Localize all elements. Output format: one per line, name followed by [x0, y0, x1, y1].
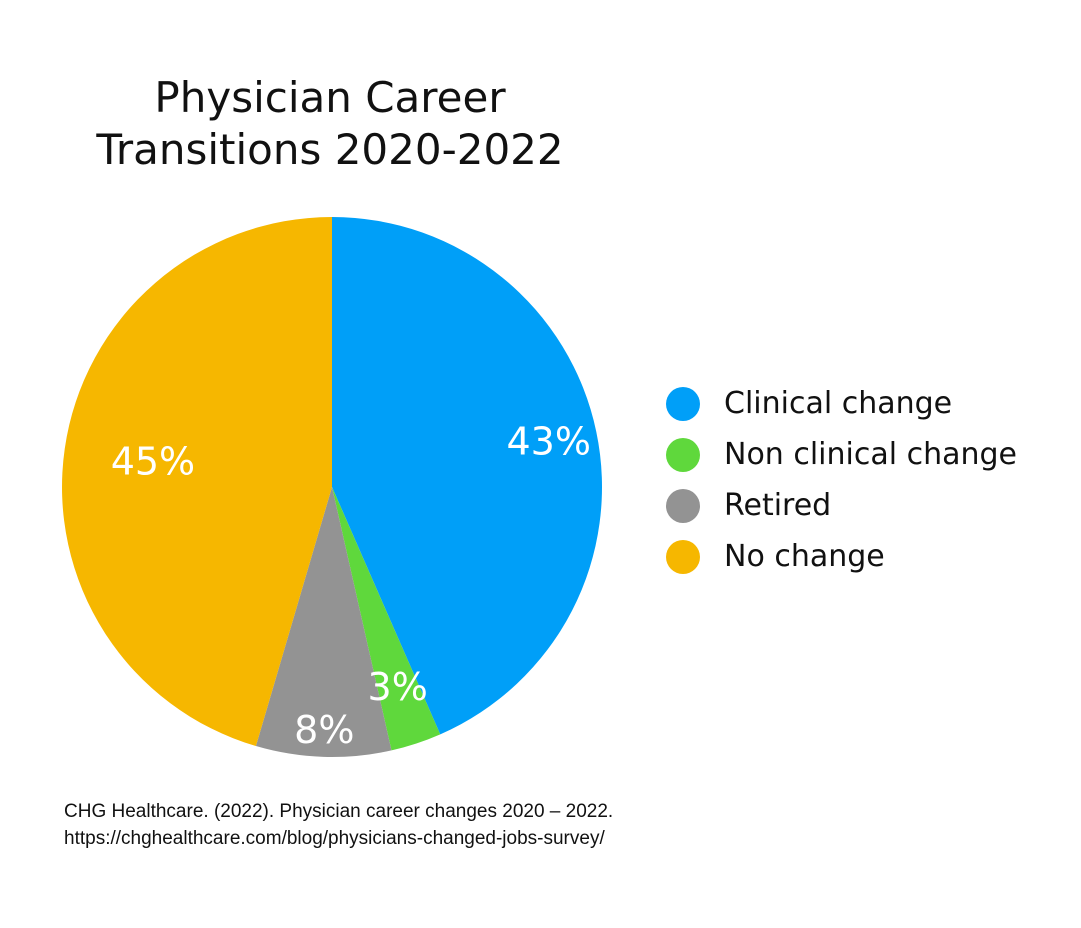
- legend-swatch-no-change: [666, 539, 700, 574]
- source-citation: CHG Healthcare. (2022). Physician career…: [64, 801, 614, 849]
- pie-slice-non-clinical-change: [332, 487, 441, 751]
- legend-label-retired: Retired: [724, 488, 832, 523]
- chart-title-line-2: Transitions 2020-2022: [96, 125, 564, 174]
- pie-slice-clinical-change: [332, 217, 603, 735]
- legend: Clinical change Non clinical change Reti…: [666, 378, 1017, 582]
- pie-label-no-change: 45%: [111, 439, 195, 483]
- chart-title: Physician Career Transitions 2020-2022: [40, 72, 620, 176]
- legend-item-no-change: No change: [666, 531, 1017, 582]
- legend-label-no-change: No change: [724, 539, 885, 574]
- legend-label-non-clinical-change: Non clinical change: [724, 437, 1018, 472]
- legend-swatch-clinical-change: [666, 386, 700, 421]
- pie-label-non-clinical-change: 3%: [368, 665, 428, 709]
- pie-label-clinical-change: 43%: [506, 420, 590, 464]
- chart-title-line-1: Physician Career: [154, 73, 506, 122]
- legend-label-clinical-change: Clinical change: [724, 386, 953, 421]
- legend-item-clinical-change: Clinical change: [666, 378, 1017, 429]
- legend-item-retired: Retired: [666, 480, 1017, 531]
- legend-swatch-non-clinical-change: [666, 437, 700, 472]
- legend-swatch-retired: [666, 488, 700, 523]
- pie-label-retired: 8%: [294, 708, 354, 752]
- pie-slice-retired: [255, 487, 392, 758]
- legend-item-non-clinical-change: Non clinical change: [666, 429, 1017, 480]
- pie-slice-no-change: [62, 217, 333, 747]
